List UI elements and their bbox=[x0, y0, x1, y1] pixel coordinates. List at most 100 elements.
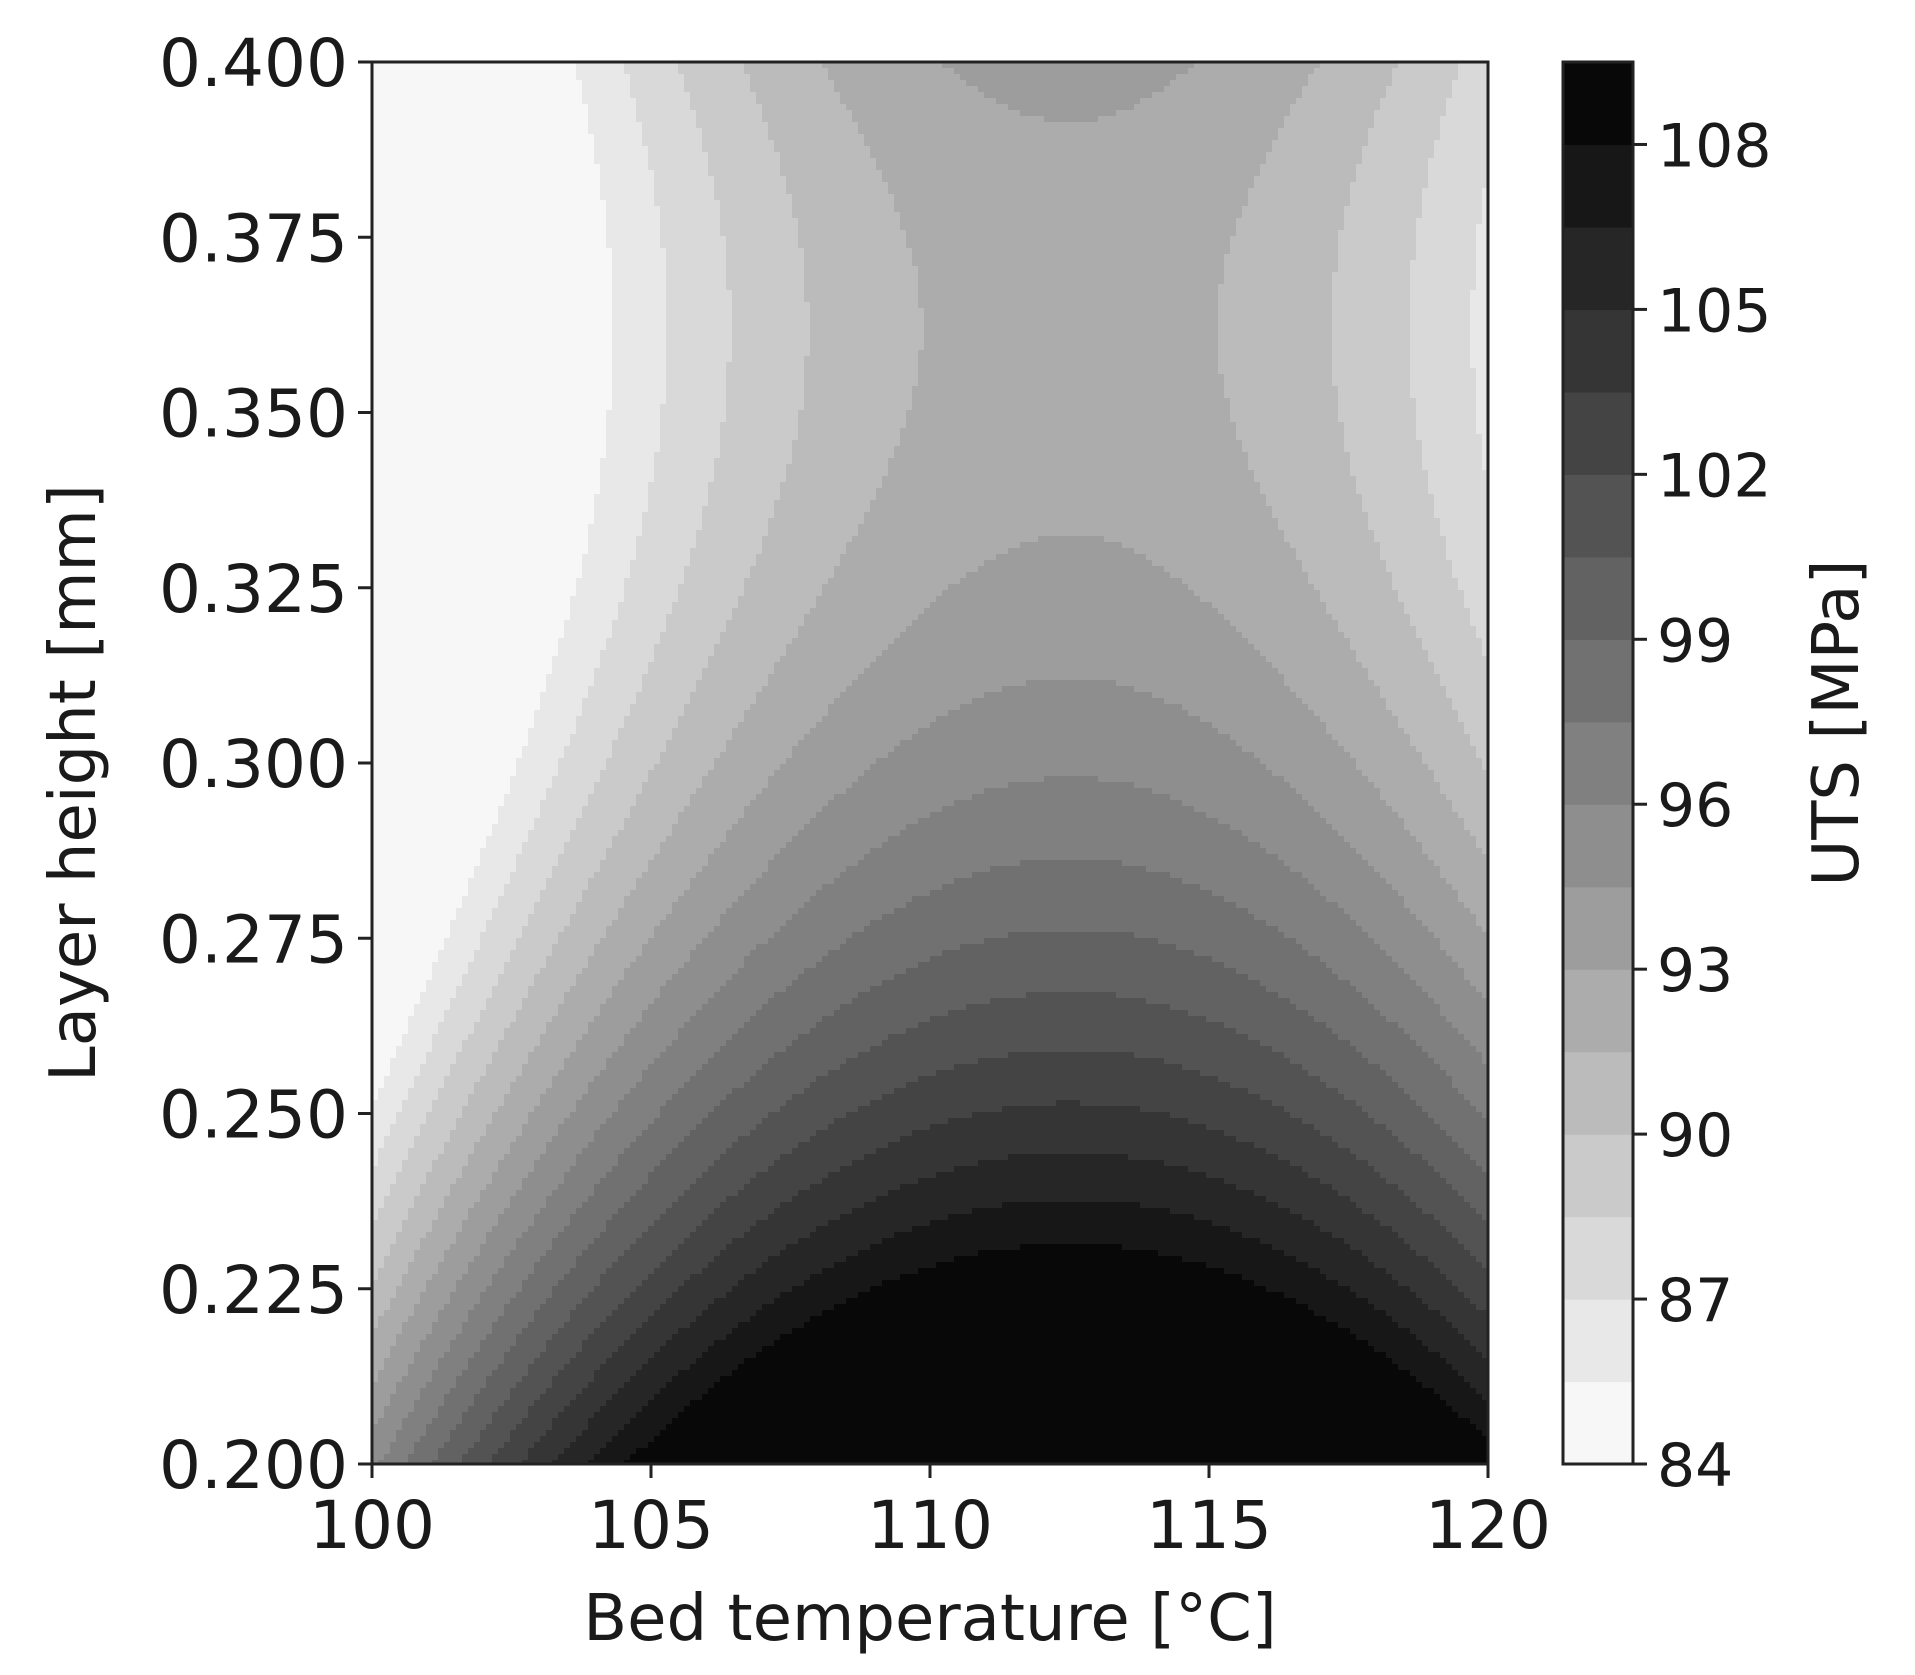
contour-cell bbox=[390, 1328, 397, 1335]
contour-cell bbox=[396, 74, 403, 81]
contour-cell bbox=[390, 434, 397, 441]
contour-cell bbox=[390, 1190, 397, 1197]
contour-cell bbox=[378, 326, 385, 333]
contour-cell bbox=[384, 1238, 391, 1245]
contour-cell bbox=[384, 1082, 391, 1089]
contour-cell bbox=[378, 248, 385, 255]
contour-cell bbox=[378, 500, 385, 507]
contour-cell bbox=[378, 320, 385, 327]
contour-cell bbox=[378, 464, 385, 471]
contour-cell bbox=[390, 218, 397, 225]
contour-cell bbox=[384, 1142, 391, 1149]
contour-cell bbox=[384, 716, 391, 723]
contour-cell bbox=[378, 698, 385, 705]
contour-cell bbox=[384, 1274, 391, 1281]
contour-cell bbox=[378, 818, 385, 825]
contour-cell bbox=[384, 1160, 391, 1167]
contour-cell bbox=[378, 668, 385, 675]
contour-cell bbox=[390, 1256, 397, 1263]
contour-cell bbox=[390, 1160, 397, 1167]
contour-cell bbox=[384, 986, 391, 993]
contour-cell bbox=[384, 1004, 391, 1011]
contour-cell bbox=[378, 1430, 385, 1437]
contour-cell bbox=[378, 1220, 385, 1227]
contour-cell bbox=[384, 314, 391, 321]
contour-cell bbox=[384, 860, 391, 867]
contour-cell bbox=[384, 776, 391, 783]
contour-cell bbox=[378, 278, 385, 285]
contour-cell bbox=[384, 578, 391, 585]
contour-cell bbox=[378, 1304, 385, 1311]
contour-cell bbox=[378, 266, 385, 273]
contour-cell bbox=[390, 278, 397, 285]
contour-cell bbox=[384, 812, 391, 819]
contour-cell bbox=[390, 614, 397, 621]
contour-cell bbox=[378, 194, 385, 201]
contour-cell bbox=[396, 152, 403, 159]
contour-cell bbox=[378, 134, 385, 141]
contour-cell bbox=[390, 1316, 397, 1323]
contour-cell bbox=[384, 848, 391, 855]
contour-cell bbox=[390, 320, 397, 327]
contour-cell bbox=[378, 548, 385, 555]
contour-cell bbox=[378, 350, 385, 357]
contour-cell bbox=[384, 1328, 391, 1335]
contour-cell bbox=[390, 908, 397, 915]
contour-cell bbox=[390, 1334, 397, 1341]
contour-cell bbox=[396, 98, 403, 105]
contour-cell bbox=[384, 1448, 391, 1455]
contour-cell bbox=[390, 1448, 397, 1455]
contour-cell bbox=[390, 416, 397, 423]
contour-cell bbox=[390, 1304, 397, 1311]
contour-cell bbox=[390, 422, 397, 429]
contour-cell bbox=[384, 1070, 391, 1077]
contour-cell bbox=[384, 326, 391, 333]
contour-cell bbox=[384, 350, 391, 357]
contour-cell bbox=[390, 1310, 397, 1317]
contour-cell bbox=[378, 164, 385, 171]
contour-cell bbox=[378, 1076, 385, 1083]
contour-cell bbox=[390, 386, 397, 393]
contour-cell bbox=[384, 884, 391, 891]
contour-cell bbox=[384, 992, 391, 999]
contour-cell bbox=[378, 1094, 385, 1101]
contour-cell bbox=[390, 896, 397, 903]
contour-cell bbox=[390, 242, 397, 249]
contour-cell bbox=[384, 440, 391, 447]
contour-cell bbox=[384, 224, 391, 231]
contour-cell bbox=[390, 80, 397, 87]
contour-cell bbox=[378, 92, 385, 99]
contour-cell bbox=[384, 650, 391, 657]
contour-cell bbox=[390, 872, 397, 879]
contour-cell bbox=[378, 776, 385, 783]
contour-cell bbox=[384, 524, 391, 531]
contour-cell bbox=[384, 1382, 391, 1389]
contour-cell bbox=[378, 68, 385, 75]
contour-cell bbox=[390, 1268, 397, 1275]
contour-cell bbox=[390, 980, 397, 987]
contour-cell bbox=[390, 1442, 397, 1449]
contour-cell bbox=[384, 1346, 391, 1353]
contour-cell bbox=[390, 800, 397, 807]
contour-cell bbox=[384, 1376, 391, 1383]
contour-cell bbox=[390, 380, 397, 387]
contour-cell bbox=[378, 314, 385, 321]
contour-cell bbox=[378, 1130, 385, 1137]
contour-cell bbox=[378, 1328, 385, 1335]
contour-cell bbox=[390, 74, 397, 81]
contour-cell bbox=[378, 908, 385, 915]
contour-cell bbox=[378, 1340, 385, 1347]
contour-cell bbox=[396, 86, 403, 93]
contour-cell bbox=[390, 1454, 397, 1461]
contour-cell bbox=[378, 362, 385, 369]
contour-cell bbox=[390, 188, 397, 195]
contour-cell bbox=[384, 344, 391, 351]
contour-cell bbox=[378, 740, 385, 747]
contour-cell bbox=[384, 632, 391, 639]
contour-cell bbox=[378, 1406, 385, 1413]
contour-cell bbox=[390, 608, 397, 615]
contour-cell bbox=[378, 494, 385, 501]
contour-cell bbox=[390, 1238, 397, 1245]
contour-cell bbox=[390, 938, 397, 945]
contour-cell bbox=[384, 584, 391, 591]
